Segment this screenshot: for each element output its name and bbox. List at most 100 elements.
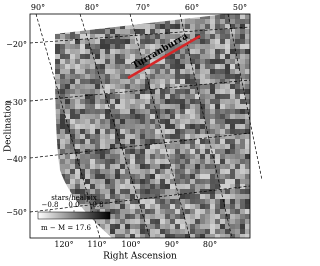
density-cell bbox=[115, 164, 121, 170]
density-cell bbox=[95, 164, 101, 170]
density-cell bbox=[125, 119, 131, 125]
density-cell bbox=[100, 24, 106, 30]
density-cell bbox=[110, 194, 116, 200]
density-cell bbox=[90, 159, 96, 165]
density-cell bbox=[190, 144, 196, 150]
density-cell bbox=[200, 59, 206, 65]
density-cell bbox=[140, 34, 146, 40]
density-cell bbox=[70, 129, 76, 135]
density-cell bbox=[150, 114, 156, 120]
density-cell bbox=[165, 74, 171, 80]
density-cell bbox=[190, 179, 196, 185]
density-cell bbox=[135, 199, 141, 205]
density-cell bbox=[55, 179, 61, 185]
density-cell bbox=[105, 19, 111, 25]
density-cell bbox=[75, 189, 81, 195]
density-cell bbox=[55, 99, 61, 105]
density-cell bbox=[110, 64, 116, 70]
density-cell bbox=[185, 159, 191, 165]
density-cell bbox=[90, 109, 96, 115]
density-cell bbox=[195, 169, 201, 175]
density-cell bbox=[145, 189, 151, 195]
density-cell bbox=[120, 54, 126, 60]
density-cell bbox=[95, 204, 101, 210]
density-cell bbox=[155, 164, 161, 170]
density-cell bbox=[180, 169, 186, 175]
density-cell bbox=[75, 194, 81, 200]
density-cell bbox=[205, 134, 211, 140]
density-cell bbox=[225, 14, 231, 20]
density-cell bbox=[60, 44, 66, 50]
density-cell bbox=[190, 219, 196, 225]
density-cell bbox=[235, 104, 241, 110]
density-cell bbox=[190, 54, 196, 60]
density-cell bbox=[215, 114, 221, 120]
density-cell bbox=[110, 139, 116, 145]
density-cell bbox=[110, 209, 116, 215]
density-cell bbox=[220, 214, 226, 220]
density-cell bbox=[85, 234, 91, 238]
density-cell bbox=[120, 34, 126, 40]
density-cell bbox=[95, 29, 101, 35]
density-cell bbox=[165, 229, 171, 235]
density-cell bbox=[90, 194, 96, 200]
density-cell bbox=[55, 119, 56, 125]
density-cell bbox=[230, 214, 236, 220]
density-cell bbox=[110, 224, 116, 230]
density-cell bbox=[100, 149, 106, 155]
density-cell bbox=[110, 234, 116, 238]
density-cell bbox=[65, 39, 71, 45]
density-cell bbox=[150, 129, 156, 135]
density-cell bbox=[60, 89, 66, 95]
density-cell bbox=[55, 169, 56, 175]
density-cell bbox=[245, 109, 250, 115]
density-cell bbox=[125, 14, 131, 20]
density-cell bbox=[245, 29, 250, 35]
density-cell bbox=[90, 149, 96, 155]
density-cell bbox=[155, 149, 161, 155]
density-cell bbox=[180, 74, 186, 80]
density-cell bbox=[75, 109, 81, 115]
density-cell bbox=[75, 149, 81, 155]
density-cell bbox=[135, 39, 141, 45]
density-cell bbox=[190, 224, 196, 230]
density-cell bbox=[210, 179, 216, 185]
density-cell bbox=[160, 44, 166, 50]
density-cell bbox=[80, 189, 86, 195]
density-cell bbox=[105, 199, 111, 205]
density-cell bbox=[80, 119, 86, 125]
density-cell bbox=[235, 19, 241, 25]
density-cell bbox=[150, 84, 156, 90]
density-cell bbox=[170, 14, 176, 20]
density-cell bbox=[150, 44, 156, 50]
density-cell bbox=[60, 174, 66, 180]
density-cell bbox=[130, 99, 136, 105]
density-cell bbox=[110, 39, 116, 45]
density-cell bbox=[85, 59, 91, 65]
density-cell bbox=[115, 54, 121, 60]
y-tick-label: −20° bbox=[6, 40, 27, 49]
density-cell bbox=[130, 39, 136, 45]
density-cell bbox=[165, 79, 171, 85]
density-cell bbox=[215, 144, 221, 150]
density-cell bbox=[185, 144, 191, 150]
density-cell bbox=[175, 109, 181, 115]
density-cell bbox=[245, 114, 250, 120]
density-cell bbox=[220, 94, 226, 100]
density-cell bbox=[190, 174, 196, 180]
density-cell bbox=[210, 94, 216, 100]
density-cell bbox=[240, 29, 246, 35]
density-cell bbox=[230, 34, 236, 40]
density-cell bbox=[130, 34, 136, 40]
density-cell bbox=[90, 154, 96, 160]
map-figure: Turranburra Right Ascension Declination … bbox=[4, 3, 263, 262]
density-cell bbox=[235, 49, 241, 55]
density-cell bbox=[155, 159, 161, 165]
density-cell bbox=[80, 174, 86, 180]
density-cell bbox=[95, 144, 101, 150]
density-cell bbox=[100, 129, 106, 135]
density-cell bbox=[190, 199, 196, 205]
density-cell bbox=[185, 204, 191, 210]
density-cell bbox=[155, 184, 161, 190]
density-cell bbox=[55, 139, 56, 145]
